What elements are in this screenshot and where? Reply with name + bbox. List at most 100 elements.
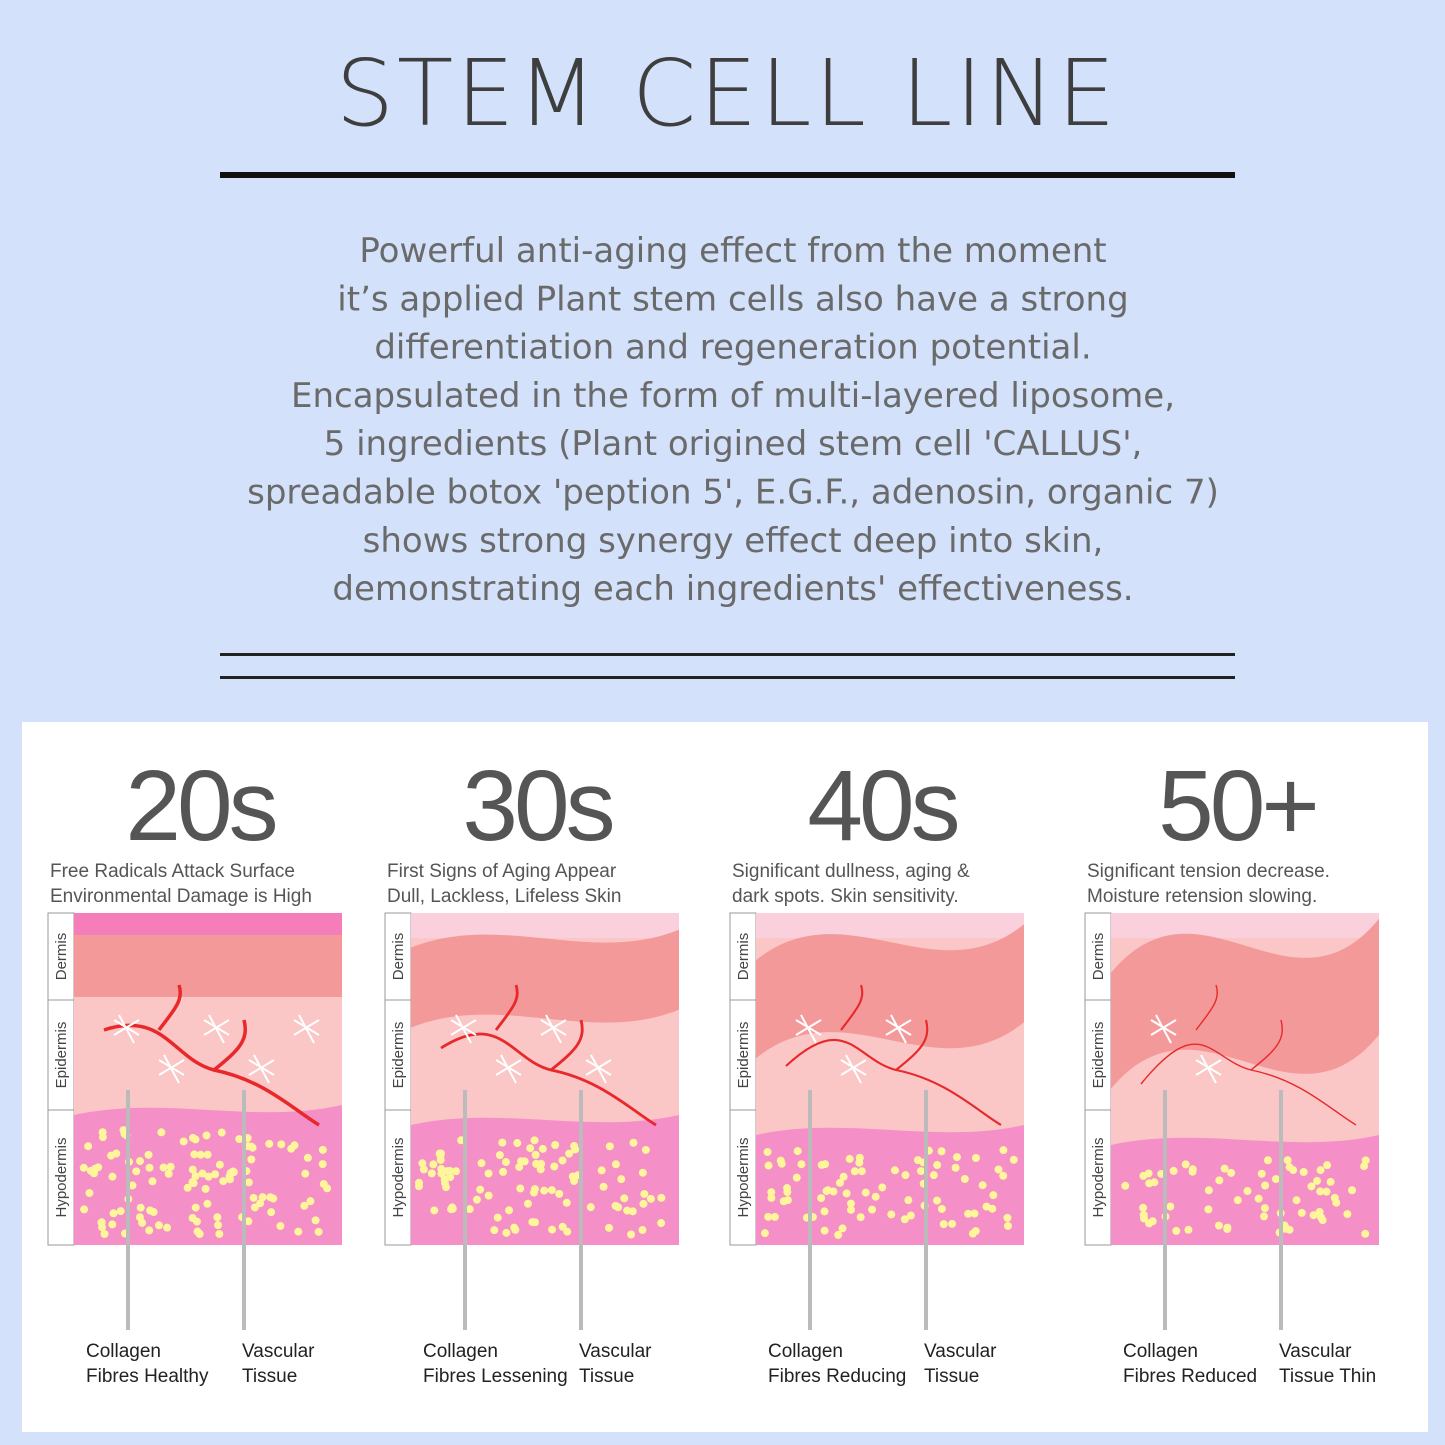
fat-cell bbox=[144, 1150, 153, 1159]
fat-cell bbox=[839, 1172, 848, 1181]
fat-cell bbox=[515, 1162, 524, 1171]
fat-cell bbox=[820, 1207, 829, 1216]
fat-cell bbox=[570, 1176, 579, 1185]
fat-cell bbox=[890, 1166, 899, 1175]
fat-cell bbox=[565, 1149, 574, 1158]
fat-cell bbox=[98, 1133, 107, 1142]
fat-cell bbox=[499, 1167, 508, 1176]
fat-cell bbox=[301, 1169, 310, 1178]
fat-cell bbox=[779, 1197, 788, 1206]
fat-cell bbox=[318, 1160, 327, 1169]
fat-cell bbox=[303, 1153, 312, 1162]
fat-cell bbox=[767, 1193, 776, 1202]
fat-cell bbox=[219, 1177, 228, 1186]
fat-cell bbox=[135, 1213, 144, 1222]
tissue-label: Tissue bbox=[924, 1366, 979, 1387]
layer-label: Epidermis bbox=[1090, 1022, 1107, 1089]
fat-cell bbox=[226, 1175, 235, 1184]
fat-cell bbox=[1172, 1226, 1181, 1235]
fat-cell bbox=[599, 1182, 608, 1191]
fat-cell bbox=[198, 1169, 207, 1178]
fat-cell bbox=[627, 1230, 636, 1239]
surface bbox=[411, 913, 679, 938]
fat-cell bbox=[472, 1195, 481, 1204]
fat-cell bbox=[1139, 1203, 1148, 1212]
fat-cell bbox=[1299, 1168, 1308, 1177]
fat-cell bbox=[558, 1156, 567, 1165]
description-line: shows strong synergy effect deep into sk… bbox=[363, 521, 1104, 561]
fat-cell bbox=[857, 1167, 866, 1176]
fat-cell bbox=[971, 1153, 980, 1162]
fat-cell bbox=[878, 1183, 887, 1192]
caption: Significant tension decrease. bbox=[1087, 861, 1330, 882]
fat-cell bbox=[1214, 1221, 1223, 1230]
fat-cell bbox=[427, 1169, 436, 1178]
surface bbox=[74, 913, 342, 938]
fat-cell bbox=[611, 1160, 620, 1169]
fat-cell bbox=[821, 1160, 830, 1169]
layer-strip bbox=[1084, 912, 1112, 1246]
collagen bbox=[840, 1054, 867, 1084]
blood-vessel bbox=[1140, 1043, 1357, 1126]
fat-cell bbox=[770, 1212, 779, 1221]
fat-cell bbox=[513, 1139, 522, 1148]
fat-cell bbox=[792, 1173, 801, 1182]
fat-cell bbox=[247, 1155, 256, 1164]
fat-cell bbox=[1360, 1162, 1369, 1171]
fat-cell bbox=[86, 1166, 95, 1175]
fat-cell bbox=[887, 1210, 896, 1219]
fat-cell bbox=[276, 1222, 285, 1231]
collagen bbox=[113, 1014, 140, 1044]
fat-cell bbox=[952, 1153, 961, 1162]
fat-cell bbox=[971, 1227, 980, 1236]
fat-cell bbox=[520, 1157, 529, 1166]
fat-cell bbox=[465, 1205, 474, 1214]
dermis-band bbox=[756, 924, 1024, 1059]
caption: Dull, Lackless, Lifeless Skin bbox=[387, 886, 621, 907]
fat-cell bbox=[154, 1221, 163, 1230]
description-line: 5 ingredients (Plant origined stem cell … bbox=[324, 424, 1143, 464]
fat-cell bbox=[929, 1171, 938, 1180]
fat-cell bbox=[430, 1206, 439, 1215]
description-line: Encapsulated in the form of multi-layere… bbox=[291, 376, 1175, 416]
fat-cell bbox=[429, 1160, 438, 1169]
age-heading: 50+ bbox=[1158, 750, 1316, 862]
fat-cell bbox=[834, 1230, 843, 1239]
fat-cell bbox=[179, 1137, 188, 1146]
fat-cell bbox=[244, 1178, 253, 1187]
fat-cell bbox=[311, 1216, 320, 1225]
fat-cell bbox=[1003, 1213, 1012, 1222]
blood-vessel bbox=[840, 984, 929, 1071]
fat-cell bbox=[164, 1169, 173, 1178]
collagen bbox=[158, 1054, 185, 1084]
fat-cell bbox=[1330, 1193, 1339, 1202]
fat-cell bbox=[195, 1230, 204, 1239]
fat-cell bbox=[1257, 1169, 1266, 1178]
fat-cell bbox=[213, 1213, 222, 1222]
fat-cell bbox=[861, 1188, 870, 1197]
fat-cell bbox=[516, 1184, 525, 1193]
fat-cell bbox=[1309, 1211, 1318, 1220]
fat-cell bbox=[1261, 1181, 1270, 1190]
fat-cell bbox=[419, 1165, 428, 1174]
fat-cell bbox=[484, 1169, 493, 1178]
layer-label: Hypodermis bbox=[53, 1137, 70, 1217]
fat-cell bbox=[536, 1165, 545, 1174]
fat-cell bbox=[415, 1178, 424, 1187]
tissue-label: Collagen bbox=[768, 1341, 843, 1362]
fat-cell bbox=[204, 1172, 213, 1181]
collagen bbox=[293, 1014, 320, 1044]
blood-vessel bbox=[157, 984, 247, 1072]
fat-cell bbox=[646, 1194, 655, 1203]
fat-cell bbox=[620, 1194, 629, 1203]
fat-cell bbox=[163, 1223, 172, 1232]
collagen bbox=[585, 1054, 612, 1084]
fat-cell bbox=[1223, 1225, 1232, 1234]
fat-cell bbox=[783, 1188, 792, 1197]
fat-cell bbox=[244, 1217, 253, 1226]
fat-cell bbox=[300, 1201, 309, 1210]
fat-cell bbox=[558, 1222, 567, 1231]
caption: Environmental Damage is High bbox=[50, 886, 312, 907]
fat-cell bbox=[191, 1172, 200, 1181]
fat-cell bbox=[215, 1229, 224, 1238]
